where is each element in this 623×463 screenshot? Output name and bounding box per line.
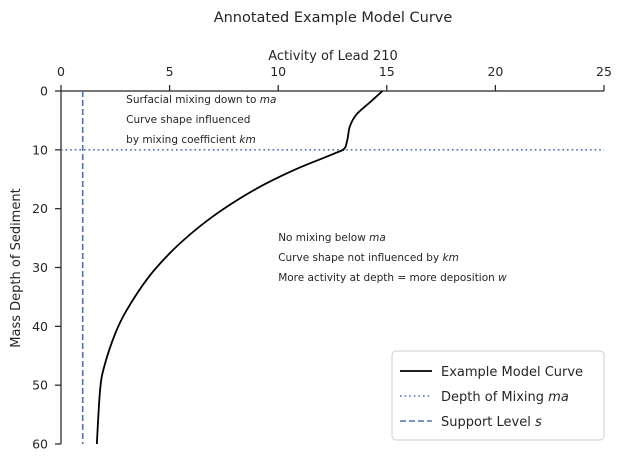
legend-label-depth-of-mixing: Depth of Mixing ma [441,390,569,405]
y-tick-label: 20 [32,201,48,216]
y-tick-label: 60 [32,437,48,452]
legend-box [391,350,605,441]
x-tick-label: 10 [270,64,286,79]
x-tick-label: 5 [166,64,174,79]
x-tick-label: 15 [379,64,395,79]
legend-label-support-level: Support Level s [441,415,542,430]
model-curve-line [95,90,384,445]
legend-label-model-curve: Example Model Curve [441,365,583,380]
legend: Example Model Curve Depth of Mixing ma S… [391,350,605,441]
annotation-2-line-2: Curve shape not influenced by km [278,252,459,264]
annotation-2-line-1: No mixing below ma [278,232,386,244]
y-tick-label: 40 [32,319,48,334]
x-axis-label: Activity of Lead 210 [268,49,398,64]
x-tick-label: 0 [57,64,65,79]
y-tick-label: 10 [32,142,48,157]
x-tick-label: 20 [487,64,503,79]
chart-title: Annotated Example Model Curve [214,10,453,26]
y-tick-label: 0 [40,84,48,99]
y-axis-label: Mass Depth of Sediment [9,188,24,347]
annotations: Surfacial mixing down to ma Curve shape i… [126,94,507,284]
annotation-1-line-1: Surfacial mixing down to ma [126,94,276,106]
annotation-1-line-3: by mixing coefficient km [126,134,256,146]
reference-lines [61,91,604,444]
y-tick-label: 30 [32,260,48,275]
axes: 0 5 10 15 20 25 0 10 20 30 40 50 60 [32,64,612,452]
x-tick-label: 25 [596,64,612,79]
annotation-2-line-3: More activity at depth = more deposition… [278,272,507,284]
y-tick-label: 50 [32,378,48,393]
series-group [95,90,384,445]
annotation-1-line-2: Curve shape influenced [126,114,250,126]
